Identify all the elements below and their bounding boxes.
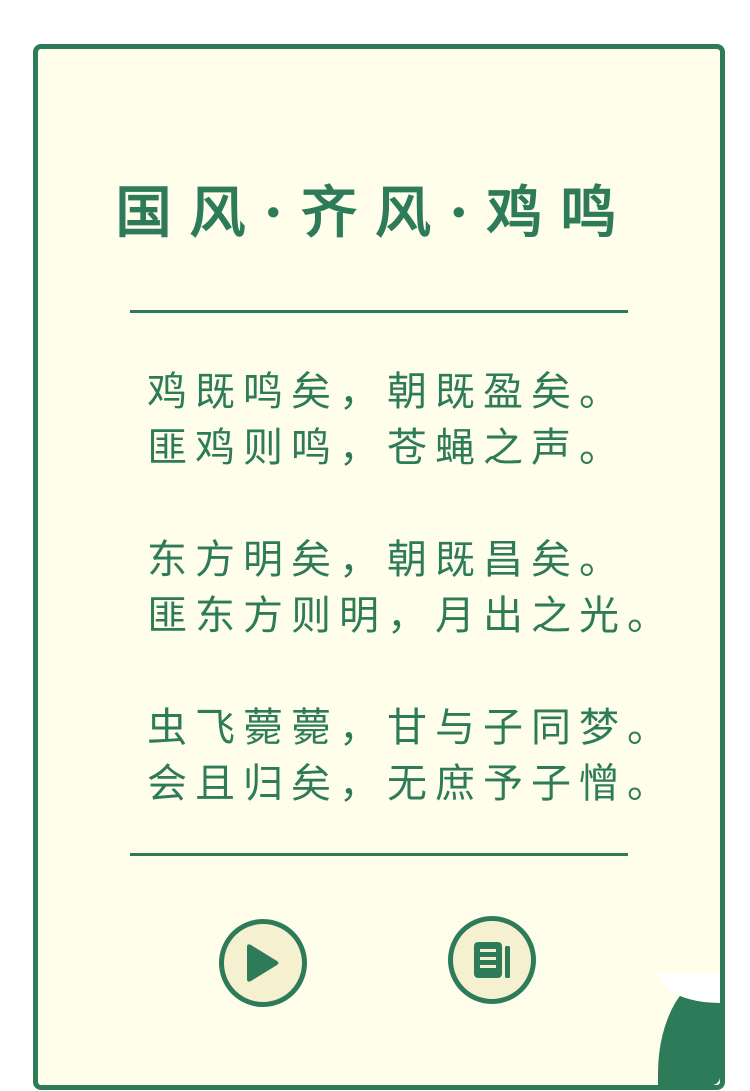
poem-line: 东方明矣，朝既昌矣。 — [147, 537, 627, 583]
poem-line: 会且归矣，无庶予子憎。 — [147, 761, 675, 807]
page-curl-decoration — [658, 973, 720, 1085]
poem-line: 鸡既鸣矣，朝既盈矣。 — [147, 369, 627, 415]
play-audio-button[interactable] — [219, 919, 307, 1007]
poem-line: 虫飞薨薨，甘与子同梦。 — [147, 705, 675, 751]
top-divider — [130, 310, 628, 313]
document-text-icon — [474, 942, 510, 978]
poem-line: 匪鸡则鸣，苍蝇之声。 — [147, 425, 627, 471]
stanza-gap — [147, 476, 667, 532]
bottom-divider — [130, 853, 628, 856]
view-text-button[interactable] — [448, 916, 536, 1004]
stanza-gap — [147, 644, 667, 700]
poem-line: 匪东方则明，月出之光。 — [147, 593, 675, 639]
poem-body: 鸡既鸣矣，朝既盈矣。 匪鸡则鸣，苍蝇之声。 东方明矣，朝既昌矣。 匪东方则明，月… — [147, 364, 667, 812]
play-icon — [247, 944, 279, 982]
poem-card — [33, 44, 725, 1090]
poem-title: 国风·齐风·鸡鸣 — [115, 180, 635, 246]
